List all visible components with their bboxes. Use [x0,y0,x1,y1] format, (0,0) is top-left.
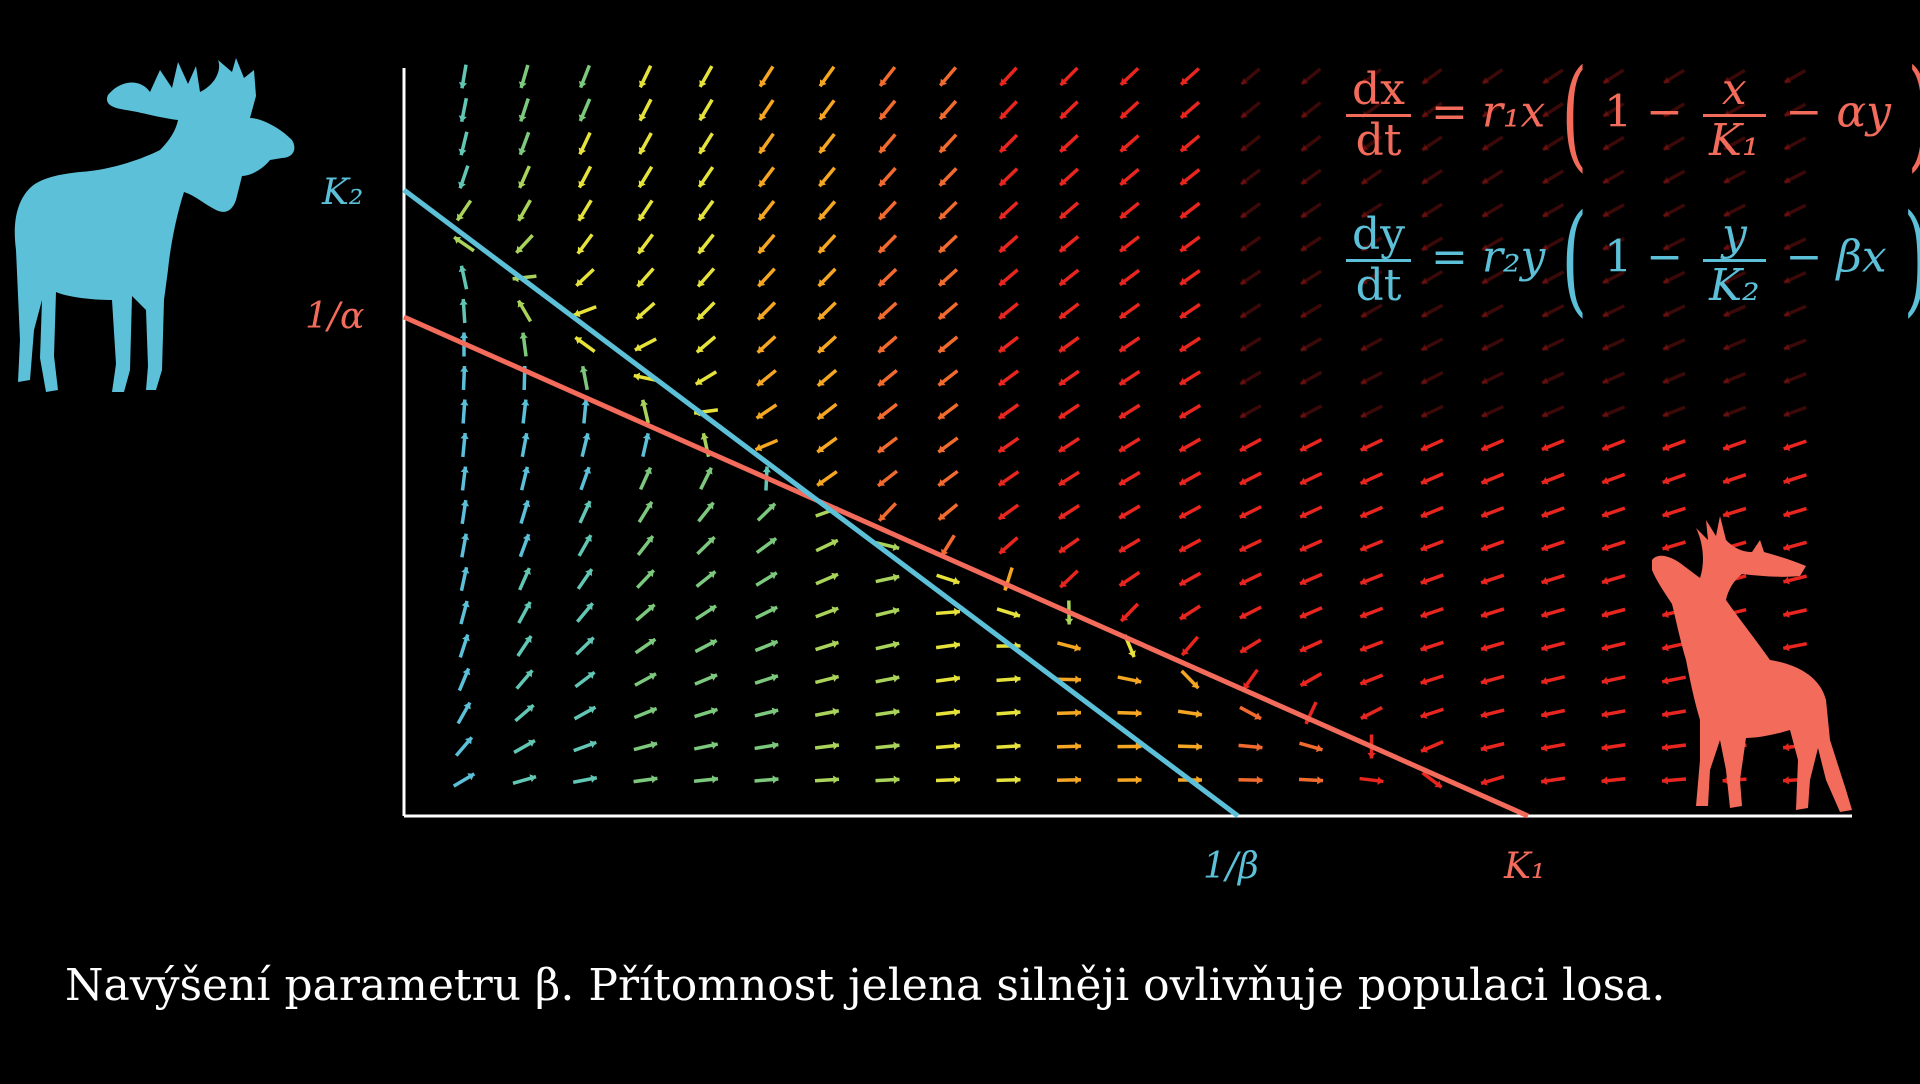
caption: Navýšení parametru β. Přítomnost jelena … [65,960,1665,1011]
deer-silhouette-icon [1652,516,1852,812]
field-arrow-head [459,82,467,88]
moose-silhouette-icon [15,58,295,392]
field-arrow-head [1015,675,1021,683]
field-arrow-head [1662,776,1668,784]
eq1-lhs-den: dt [1346,117,1411,165]
eq1-lhs-fraction: dx dt [1346,66,1411,165]
field-arrow-head [1015,742,1021,750]
field-arrow-head [772,775,778,783]
field-arrow-head [772,741,778,749]
field-arrow-head [1257,776,1263,784]
field-arrow-head [1196,710,1202,718]
field-arrow-head [1075,709,1081,717]
equation-deer: dx dt = r₁x ( 1 − x K₁ − αy ) [1340,55,1920,175]
field-arrow-head [1075,742,1081,750]
field-arrow-head [651,775,657,783]
field-arrow-head [461,500,469,506]
field-arrow-head [894,776,900,784]
field-arrow-head [712,775,718,783]
label-k1: K₁ [1504,846,1545,887]
field-arrow-head [893,708,899,716]
field-arrow-head [460,366,468,372]
eq2-open-paren: ( [1562,200,1588,320]
field-arrow-head [1602,743,1608,751]
field-arrow-head [954,742,960,750]
eq1-lhs-num: dx [1346,66,1411,117]
eq1-one: 1 − [1604,87,1683,138]
field-arrow-head [1377,777,1383,785]
eq2-lhs-fraction: dy dt [1346,211,1411,310]
eq2-rhs-post: − βx [1786,232,1887,283]
field-arrow-head [521,400,529,406]
field-arrow-head [1136,709,1142,717]
label-k2: K₂ [322,172,363,213]
field-arrow-head [520,333,528,339]
equation-moose: dy dt = r₂y ( 1 − y K₂ − βx ) [1340,200,1920,320]
field-arrow-head [1015,708,1021,716]
field-arrow-head [954,675,960,683]
eq1-rhs-pre: = r₁x [1431,87,1545,138]
field-arrow-head [460,333,468,339]
field-arrow-head [1317,776,1323,784]
eq2-inner-num: y [1703,211,1766,262]
field-arrow-head [1602,777,1608,785]
label-inv-alpha: 1/α [305,296,364,337]
field-arrow-head [1015,776,1021,784]
eq2-rhs-pre: = r₂y [1431,232,1545,283]
field-arrow-head [461,467,469,473]
eq2-close-paren: ) [1903,200,1920,320]
eq2-inner-fraction: y K₂ [1703,211,1766,310]
eq2-one: 1 − [1604,232,1683,283]
field-arrow-head [1541,777,1547,785]
eq1-inner-den: K₁ [1703,117,1766,165]
eq1-inner-num: x [1703,66,1766,117]
field-arrow-head [460,400,468,406]
eq2-lhs-num: dy [1346,211,1411,262]
label-inv-beta: 1/β [1203,846,1259,887]
field-arrow-head [1367,753,1375,759]
field-arrow-head [1196,743,1202,751]
field-arrow-head [1256,743,1262,751]
field-arrow-head [1075,676,1081,684]
field-arrow-head [833,742,839,750]
eq1-inner-fraction: x K₁ [1703,66,1766,165]
field-arrow-head [461,433,469,439]
field-arrow-head [459,299,467,305]
field-arrow-head [1075,776,1081,784]
field-arrow-head [1783,743,1789,751]
field-arrow-head [1065,619,1073,625]
eq2-lhs-den: dt [1346,262,1411,310]
field-arrow-head [1136,776,1142,784]
deer-isocline [404,317,1528,816]
field-arrow-head [833,775,839,783]
field-arrow-head [954,641,960,649]
field-arrow-head [893,742,899,750]
eq1-close-paren: ) [1908,55,1920,175]
eq2-inner-den: K₂ [1703,262,1766,310]
eq1-open-paren: ( [1562,55,1588,175]
field-arrow-head [1783,776,1789,784]
eq1-rhs-post: − αy [1786,87,1891,138]
field-arrow-head [1662,710,1668,718]
field-arrow-head [954,708,960,716]
field-arrow-head [1662,743,1668,751]
field-arrow-head [954,776,960,784]
